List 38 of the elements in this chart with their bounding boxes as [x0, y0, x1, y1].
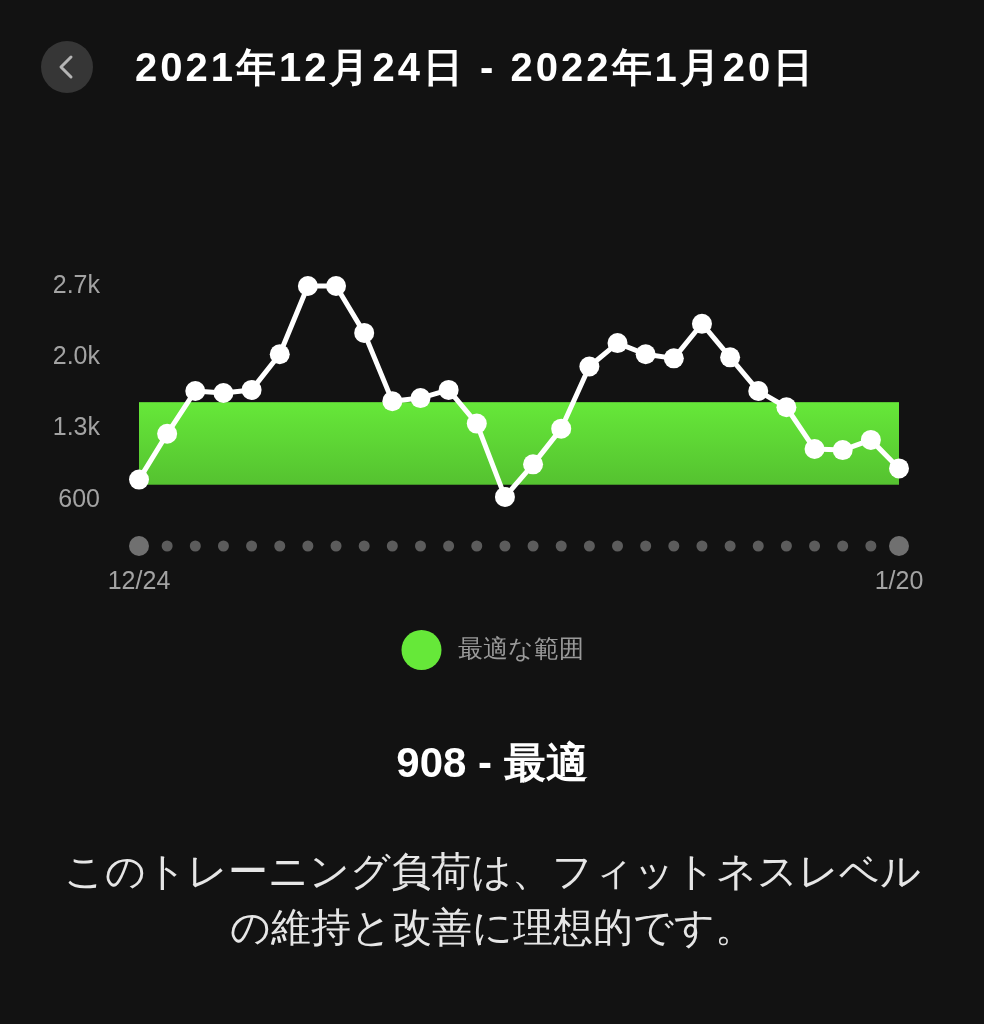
point [748, 380, 769, 401]
point [635, 344, 656, 365]
point [691, 313, 712, 334]
point [438, 379, 459, 400]
point [326, 276, 347, 296]
point [382, 391, 403, 412]
text: このトレーニング負荷は、フィットネスレベルの維持と改善に理想的です。 [63, 848, 921, 949]
point [466, 413, 487, 434]
x-tick-label: 1/20 [874, 565, 924, 594]
point [185, 380, 206, 401]
point [213, 383, 234, 403]
point [860, 429, 881, 450]
text: 908 - 最適 [396, 739, 588, 787]
point [297, 276, 318, 296]
point [494, 486, 515, 507]
point [804, 439, 825, 460]
y-tick-label: 2.7k [52, 269, 101, 298]
point [889, 458, 909, 479]
point [157, 423, 178, 444]
point [663, 348, 684, 369]
legend-label: 最適な範囲 [457, 633, 584, 662]
point [579, 356, 600, 377]
point [551, 418, 572, 439]
point [241, 379, 262, 400]
point [129, 469, 149, 490]
x-tick-label: 12/24 [107, 565, 171, 594]
point [776, 397, 797, 418]
y-tick-label: 1.3k [52, 412, 101, 441]
chart-title: 2021年12月24日 - 2022年1月20日 [135, 45, 817, 89]
point [269, 344, 290, 365]
point [720, 347, 741, 368]
point [410, 388, 431, 409]
point [523, 454, 544, 475]
point [607, 333, 628, 354]
point [354, 322, 375, 343]
point [832, 440, 853, 461]
y-tick-label: 2.0k [52, 340, 101, 369]
y-tick-label: 600 [58, 483, 100, 512]
